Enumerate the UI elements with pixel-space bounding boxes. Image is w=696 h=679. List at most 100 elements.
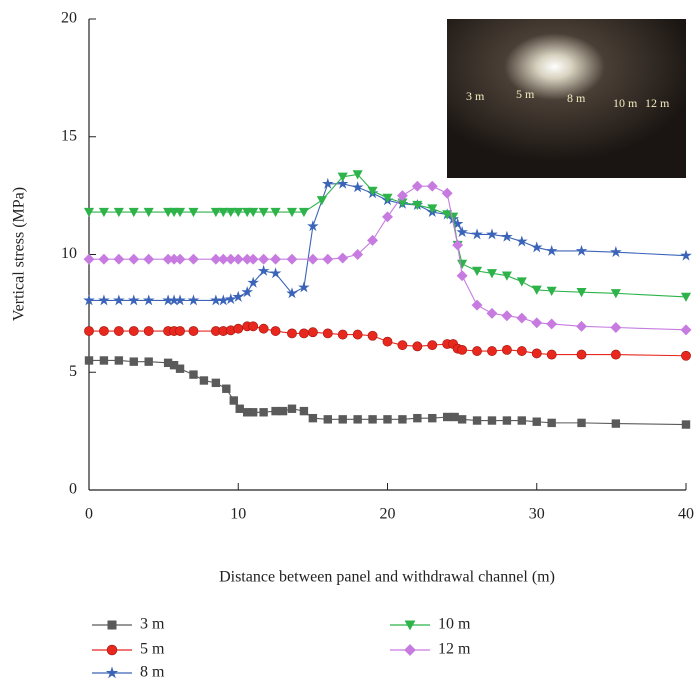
marker	[168, 253, 180, 265]
y-tick-label: 20	[61, 10, 77, 27]
marker	[546, 318, 558, 330]
marker	[382, 336, 393, 347]
marker	[680, 292, 692, 302]
marker	[269, 267, 282, 279]
marker	[233, 323, 244, 334]
marker	[174, 253, 186, 265]
marker	[84, 326, 94, 336]
marker	[222, 384, 231, 393]
marker	[457, 415, 467, 424]
marker	[188, 326, 199, 336]
inset-label: 3 m	[466, 89, 485, 103]
marker	[367, 234, 379, 246]
inset-label: 12 m	[645, 96, 670, 110]
x-tick-label: 40	[678, 506, 694, 523]
marker	[129, 357, 138, 366]
marker	[298, 281, 310, 293]
marker	[128, 253, 140, 265]
marker	[426, 180, 438, 192]
marker	[501, 344, 512, 355]
x-tick-label: 20	[380, 506, 396, 523]
marker	[610, 289, 621, 299]
marker	[427, 340, 438, 351]
marker	[211, 378, 221, 388]
marker	[113, 253, 125, 265]
marker	[98, 294, 110, 306]
marker	[411, 180, 423, 192]
marker	[217, 294, 230, 306]
marker	[352, 329, 363, 340]
marker	[501, 310, 513, 322]
marker	[545, 244, 558, 256]
marker	[575, 244, 588, 256]
marker	[83, 207, 95, 218]
marker	[175, 364, 185, 373]
marker	[258, 253, 270, 265]
legend-label: 5 m	[140, 641, 165, 658]
marker	[516, 235, 528, 247]
marker	[247, 276, 259, 288]
marker	[396, 190, 408, 202]
marker	[188, 253, 199, 265]
marker	[368, 415, 377, 424]
marker	[322, 328, 333, 339]
marker	[450, 412, 459, 422]
y-tick-label: 5	[69, 363, 77, 380]
marker	[516, 277, 527, 287]
x-tick-label: 30	[529, 506, 545, 523]
marker	[413, 413, 422, 423]
marker	[308, 413, 318, 423]
x-tick-label: 0	[85, 506, 93, 523]
marker	[448, 212, 459, 222]
marker	[367, 330, 378, 341]
marker	[351, 181, 364, 193]
marker	[128, 207, 139, 218]
marker	[322, 177, 334, 189]
legend-label: 10 m	[438, 616, 471, 633]
marker	[443, 412, 452, 422]
marker	[258, 207, 269, 218]
marker	[99, 326, 109, 336]
marker	[457, 344, 468, 355]
marker	[680, 249, 692, 261]
marker	[383, 415, 392, 424]
marker	[307, 327, 318, 338]
marker	[270, 253, 282, 265]
marker	[452, 239, 464, 251]
y-axis-title: Vertical stress (MPa)	[11, 187, 28, 321]
inset-photo	[447, 19, 686, 178]
marker	[278, 406, 288, 416]
marker	[127, 294, 140, 306]
marker	[144, 357, 153, 366]
marker	[681, 350, 691, 361]
marker	[175, 326, 185, 336]
marker	[248, 207, 259, 218]
marker	[210, 294, 222, 306]
legend-marker	[106, 644, 118, 656]
marker	[398, 415, 407, 424]
series-line	[89, 173, 687, 298]
marker	[298, 207, 309, 218]
marker	[322, 253, 334, 265]
marker	[99, 356, 109, 365]
marker	[576, 349, 587, 360]
marker	[113, 326, 124, 336]
marker	[271, 406, 280, 416]
marker	[338, 415, 347, 424]
marker	[412, 341, 423, 352]
marker	[259, 408, 268, 417]
inset-label: 10 m	[613, 96, 638, 110]
marker	[187, 294, 200, 306]
marker	[174, 294, 186, 306]
marker	[577, 418, 586, 428]
marker	[287, 328, 297, 339]
marker	[229, 396, 238, 405]
marker	[84, 356, 94, 365]
marker	[487, 346, 497, 356]
marker	[258, 323, 269, 334]
marker	[382, 211, 393, 223]
y-tick-label: 10	[61, 245, 77, 262]
marker	[532, 417, 541, 426]
legend-marker	[107, 620, 117, 630]
